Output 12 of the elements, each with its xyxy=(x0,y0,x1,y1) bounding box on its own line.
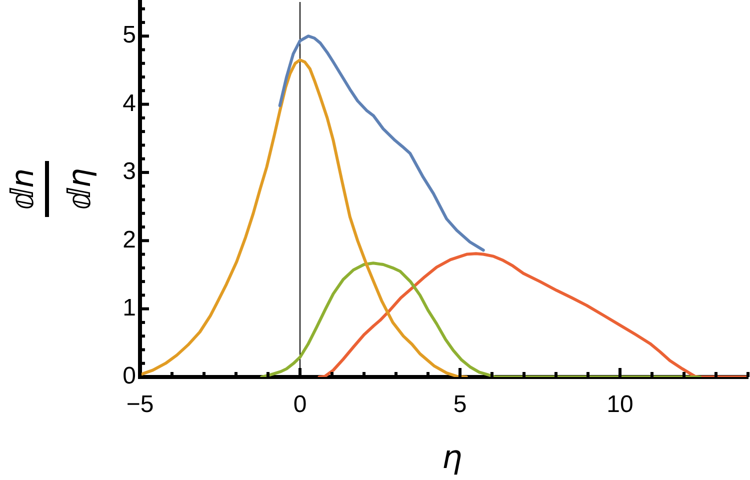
x-tick-label: 5 xyxy=(453,391,467,418)
y-tick-label: 2 xyxy=(122,226,136,254)
y-axis-title: ⅆn ⅆη xyxy=(5,168,98,210)
y-tick-label: 5 xyxy=(122,22,136,49)
y-tick-label: 4 xyxy=(122,90,136,117)
x-axis-title: η xyxy=(442,438,462,476)
x-tick-label: −5 xyxy=(126,391,154,418)
y-tick-label: 0 xyxy=(122,362,136,390)
x-tick-label: 10 xyxy=(606,391,634,418)
x-tick-label: 0 xyxy=(293,391,307,418)
y-tick-label: 1 xyxy=(122,294,136,322)
y-tick-label: 3 xyxy=(122,158,136,186)
